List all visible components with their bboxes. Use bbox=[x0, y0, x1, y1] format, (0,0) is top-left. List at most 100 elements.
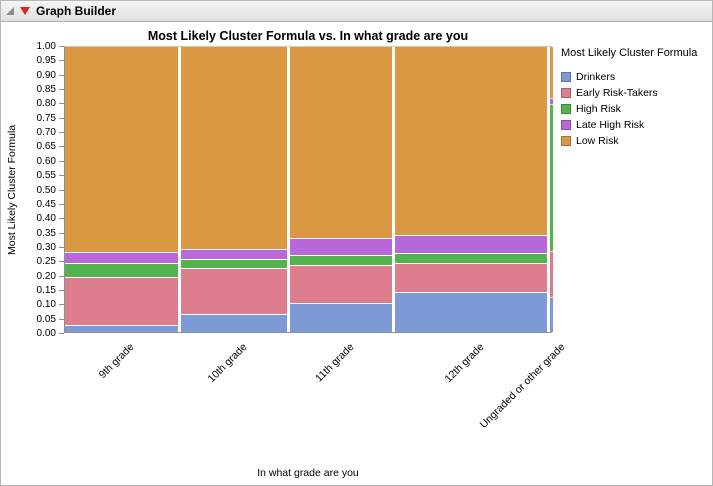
y-tick-mark bbox=[59, 89, 64, 91]
y-tick-label: 0.80 bbox=[36, 98, 56, 110]
y-tick-mark bbox=[59, 103, 64, 105]
y-tick-label: 0.50 bbox=[36, 184, 56, 196]
y-tick-label: 0.90 bbox=[36, 69, 56, 81]
segment-late-high-risk[interactable] bbox=[65, 253, 178, 263]
segment-early-risk-takers[interactable] bbox=[289, 266, 392, 303]
segment-early-risk-takers[interactable] bbox=[550, 252, 553, 298]
segment-drinkers[interactable] bbox=[550, 298, 553, 332]
y-tick-label: 0.55 bbox=[36, 170, 56, 182]
y-tick-mark bbox=[59, 289, 64, 291]
y-tick-mark bbox=[59, 160, 64, 162]
legend-swatch-low-risk[interactable] bbox=[561, 136, 571, 146]
y-axis-title: Most Likely Cluster Formula bbox=[6, 124, 18, 255]
x-axis-title: In what grade are you bbox=[257, 467, 359, 479]
legend-item-early-risk-takers[interactable]: Early Risk-Takers bbox=[561, 85, 711, 101]
segment-early-risk-takers[interactable] bbox=[180, 269, 287, 315]
y-tick-label: 0.40 bbox=[36, 213, 56, 225]
graph-title: Most Likely Cluster Formula vs. In what … bbox=[147, 29, 469, 43]
red-triangle-menu-icon[interactable] bbox=[20, 7, 30, 15]
legend-title: Most Likely Cluster Formula bbox=[561, 47, 698, 59]
x-tick-label: 10th grade bbox=[205, 341, 250, 385]
segment-drinkers[interactable] bbox=[289, 303, 392, 332]
mosaic-column-9th-grade[interactable] bbox=[65, 47, 178, 332]
segment-low-risk[interactable] bbox=[65, 47, 178, 253]
y-tick-mark bbox=[59, 117, 64, 119]
segment-high-risk[interactable] bbox=[180, 259, 287, 269]
y-tick-label: 0.70 bbox=[36, 127, 56, 139]
segment-late-high-risk[interactable] bbox=[289, 239, 392, 255]
legend-item-drinkers[interactable]: Drinkers bbox=[561, 69, 711, 85]
legend-item-late-high-risk[interactable]: Late High Risk bbox=[561, 117, 711, 133]
x-tick-label: 9th grade bbox=[97, 341, 137, 381]
segment-low-risk[interactable] bbox=[394, 47, 548, 236]
y-tick-label: 0.30 bbox=[36, 241, 56, 253]
disclosure-triangle-icon[interactable] bbox=[6, 7, 14, 15]
segment-high-risk[interactable] bbox=[550, 105, 553, 252]
segment-drinkers[interactable] bbox=[180, 315, 287, 332]
legend-label: Late High Risk bbox=[576, 119, 645, 131]
legend-label: Drinkers bbox=[576, 71, 616, 83]
y-tick-label: 0.00 bbox=[36, 328, 56, 339]
y-tick-label: 0.45 bbox=[36, 198, 56, 210]
x-tick-label: 11th grade bbox=[312, 341, 357, 385]
y-tick-label: 0.10 bbox=[36, 299, 56, 311]
y-tick-label: 0.15 bbox=[36, 284, 56, 296]
legend-label: Early Risk-Takers bbox=[576, 87, 658, 99]
y-tick-label: 0.25 bbox=[36, 256, 56, 268]
mosaic-column-11th-grade[interactable] bbox=[289, 47, 392, 332]
y-tick-label: 0.20 bbox=[36, 270, 56, 282]
y-tick-mark bbox=[59, 46, 64, 47]
chart-region: Most Likely Cluster Formula vs. In what … bbox=[1, 23, 712, 485]
segment-high-risk[interactable] bbox=[394, 254, 548, 263]
mosaic-column-10th-grade[interactable] bbox=[180, 47, 287, 332]
y-tick-mark bbox=[59, 132, 64, 134]
y-tick-label: 0.65 bbox=[36, 141, 56, 153]
legend-swatch-high-risk[interactable] bbox=[561, 104, 571, 114]
segment-drinkers[interactable] bbox=[394, 292, 548, 332]
y-tick-mark bbox=[59, 74, 64, 76]
segment-late-high-risk[interactable] bbox=[550, 98, 553, 105]
segment-drinkers[interactable] bbox=[65, 326, 178, 332]
y-tick-label: 0.95 bbox=[36, 55, 56, 67]
y-tick-mark bbox=[59, 304, 64, 306]
window-title: Graph Builder bbox=[36, 4, 117, 18]
segment-early-risk-takers[interactable] bbox=[65, 277, 178, 326]
legend-items: Drinkers Early Risk-Takers High Risk Late H… bbox=[561, 69, 711, 149]
y-tick-label: 1.00 bbox=[36, 41, 56, 52]
segment-high-risk[interactable] bbox=[289, 255, 392, 266]
y-tick-label: 0.35 bbox=[36, 227, 56, 239]
y-tick-mark bbox=[59, 189, 64, 191]
y-tick-mark bbox=[59, 232, 64, 234]
y-tick-label: 0.05 bbox=[36, 313, 56, 325]
segment-early-risk-takers[interactable] bbox=[394, 263, 548, 292]
legend-label: Low Risk bbox=[576, 135, 619, 147]
legend: Most Likely Cluster Formula Drinkers Earl… bbox=[561, 47, 711, 149]
segment-late-high-risk[interactable] bbox=[394, 236, 548, 254]
mosaic-column-ungraded-or-other-grade[interactable] bbox=[550, 47, 553, 332]
y-tick-mark bbox=[59, 275, 64, 277]
y-tick-label: 0.60 bbox=[36, 155, 56, 167]
y-tick-mark bbox=[59, 246, 64, 248]
legend-item-low-risk[interactable]: Low Risk bbox=[561, 133, 711, 149]
segment-low-risk[interactable] bbox=[180, 47, 287, 250]
legend-item-high-risk[interactable]: High Risk bbox=[561, 101, 711, 117]
legend-swatch-drinkers[interactable] bbox=[561, 72, 571, 82]
segment-high-risk[interactable] bbox=[65, 263, 178, 277]
y-tick-mark bbox=[59, 261, 64, 263]
segment-low-risk[interactable] bbox=[289, 47, 392, 239]
legend-swatch-early-risk-takers[interactable] bbox=[561, 88, 571, 98]
y-tick-mark bbox=[59, 203, 64, 205]
mosaic-column-12th-grade[interactable] bbox=[394, 47, 548, 332]
y-tick-mark bbox=[59, 333, 64, 334]
y-tick-label: 0.75 bbox=[36, 112, 56, 124]
legend-label: High Risk bbox=[576, 103, 621, 115]
y-tick-mark bbox=[59, 175, 64, 177]
y-tick-mark bbox=[59, 318, 64, 320]
plot-area[interactable] bbox=[64, 46, 553, 333]
title-bar: Graph Builder bbox=[1, 1, 712, 22]
segment-late-high-risk[interactable] bbox=[180, 250, 287, 259]
legend-swatch-late-high-risk[interactable] bbox=[561, 120, 571, 130]
segment-low-risk[interactable] bbox=[550, 47, 553, 98]
y-tick-label: 0.85 bbox=[36, 84, 56, 96]
